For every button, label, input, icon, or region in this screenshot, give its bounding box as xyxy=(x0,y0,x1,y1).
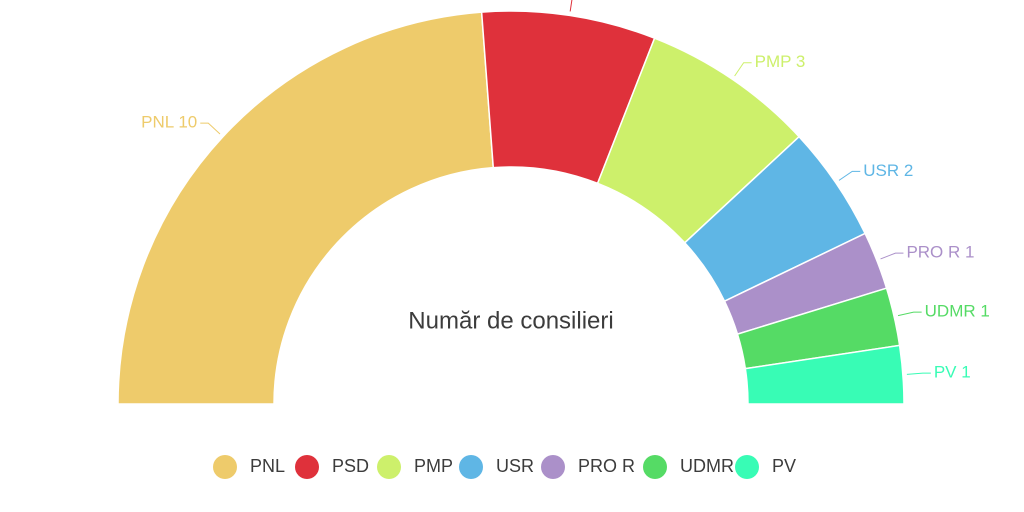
legend-label: PRO R xyxy=(578,456,635,476)
data-label: USR 2 xyxy=(863,161,913,180)
data-label: PRO R 1 xyxy=(906,243,974,262)
legend-label: PMP xyxy=(414,456,453,476)
slice xyxy=(117,11,495,405)
leader-line xyxy=(906,372,931,375)
slice xyxy=(744,344,905,405)
leader-line xyxy=(838,170,861,181)
legend-label: PSD xyxy=(332,456,369,476)
data-label: UDMR 1 xyxy=(925,302,990,321)
data-label: PV 1 xyxy=(934,363,971,382)
legend-swatch xyxy=(377,455,401,479)
leader-line xyxy=(880,252,904,260)
leader-line xyxy=(897,311,922,317)
leader-line xyxy=(734,62,752,77)
legend-swatch xyxy=(735,455,759,479)
data-label: PNL 10 xyxy=(141,113,197,132)
legend-label: UDMR xyxy=(680,456,734,476)
leader-line xyxy=(569,0,573,12)
legend-swatch xyxy=(541,455,565,479)
legend-swatch xyxy=(295,455,319,479)
legend-label: USR xyxy=(496,456,534,476)
data-label: PMP 3 xyxy=(755,52,806,71)
legend-label: PV xyxy=(772,456,796,476)
chart-title: Număr de consilieri xyxy=(408,307,613,334)
data-label: PSD 3 xyxy=(584,0,633,4)
legend-label: PNL xyxy=(250,456,285,476)
leader-line xyxy=(200,122,221,135)
legend-swatch xyxy=(459,455,483,479)
legend-swatch xyxy=(213,455,237,479)
legend-swatch xyxy=(643,455,667,479)
